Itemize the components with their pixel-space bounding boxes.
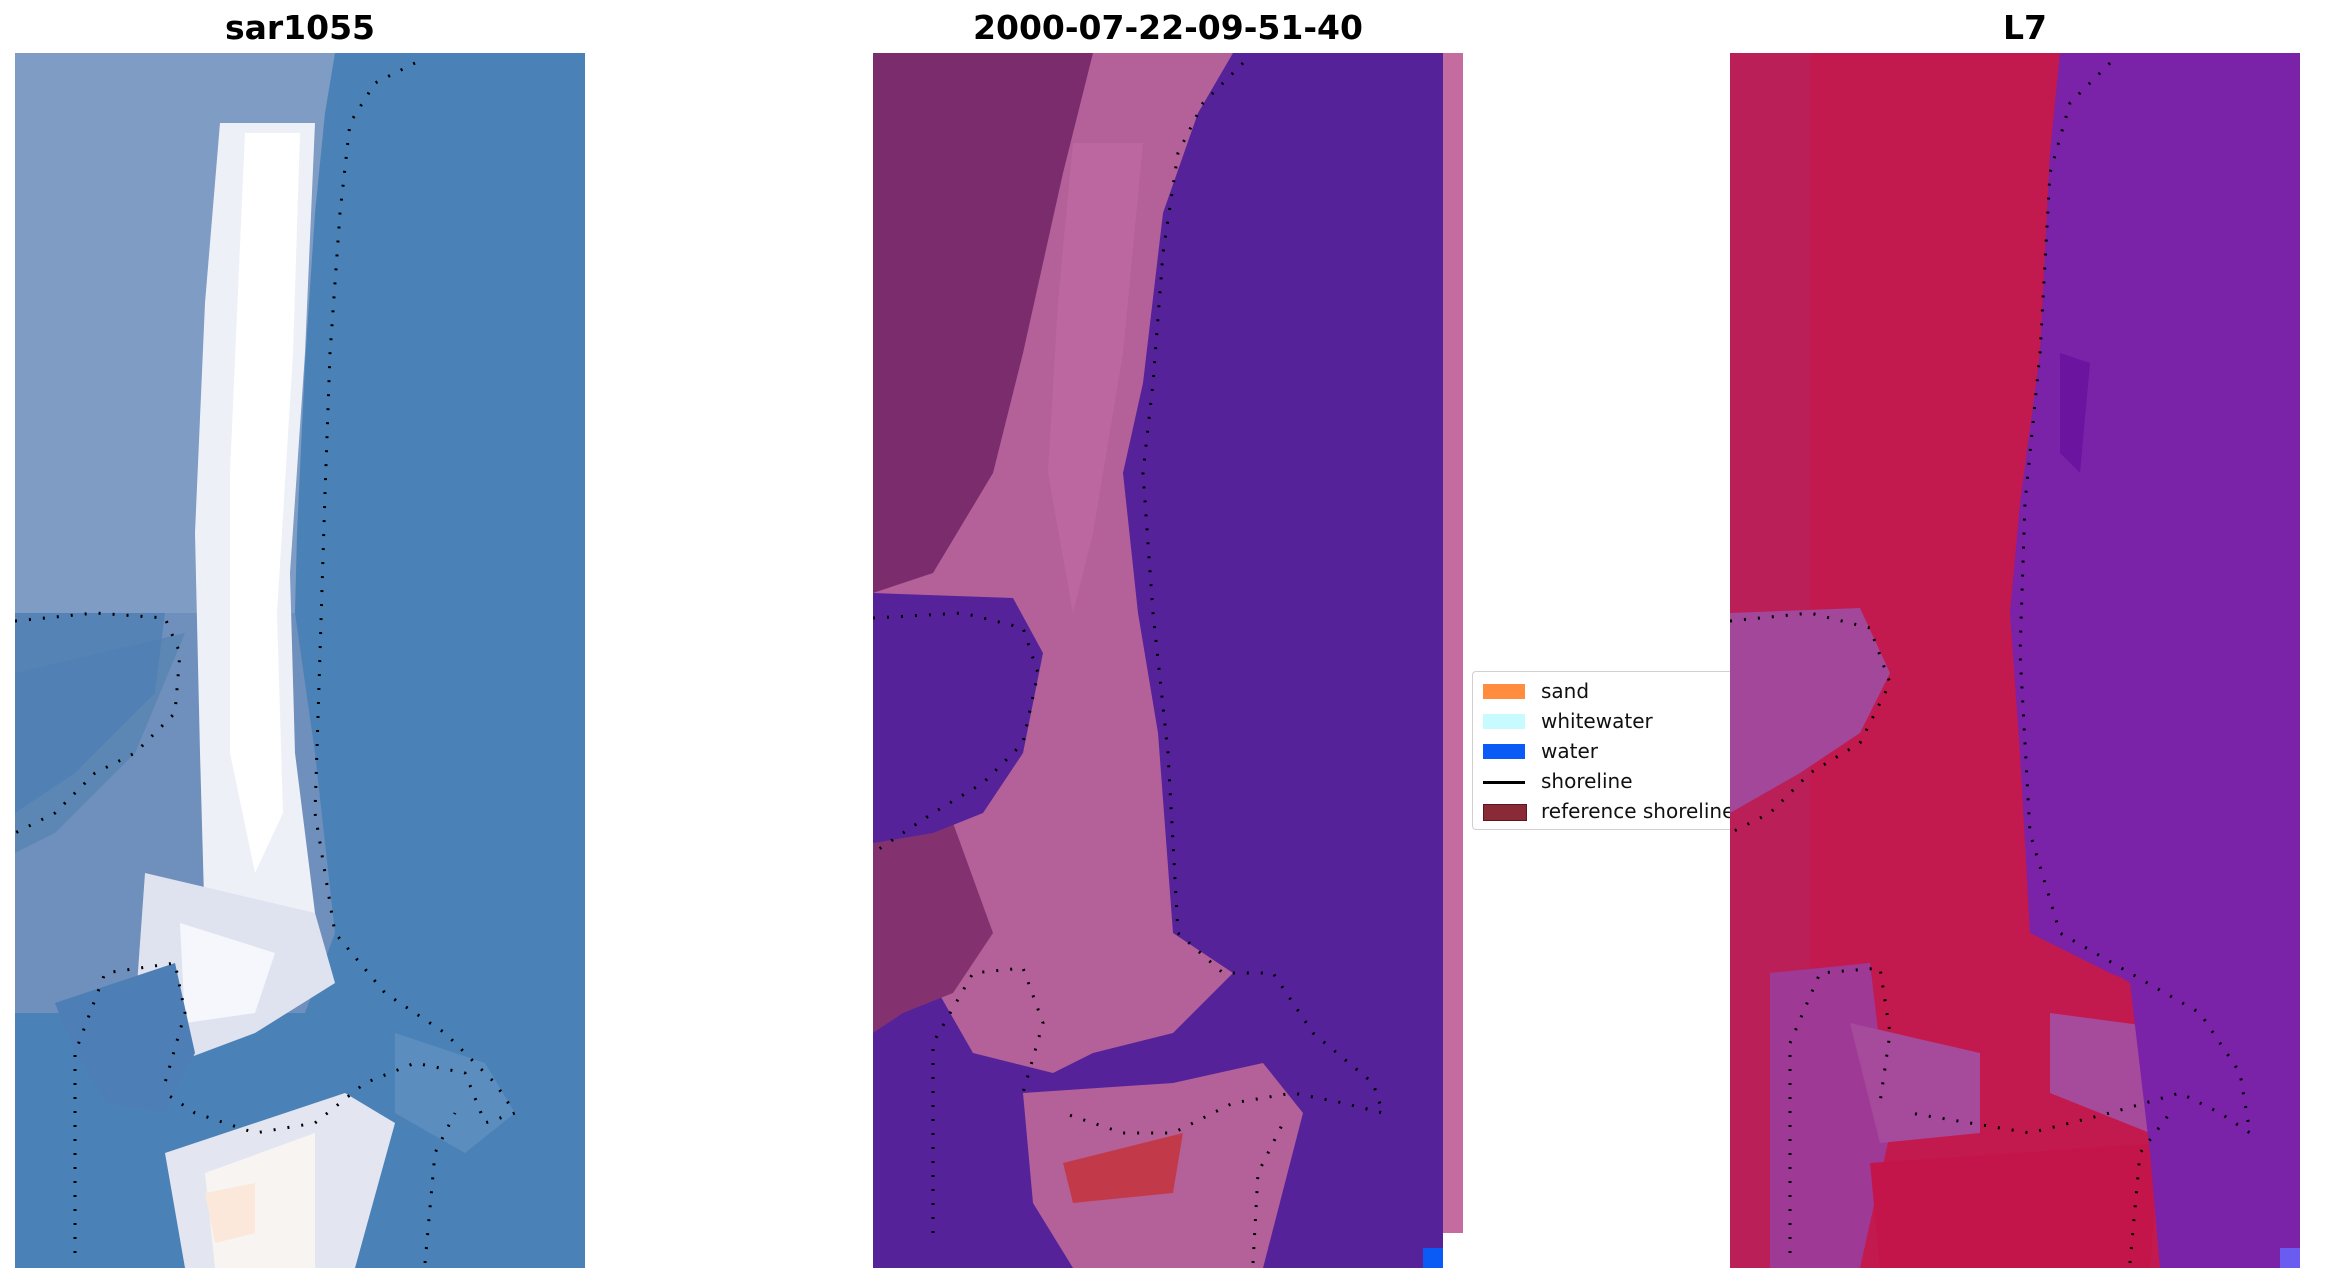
- panel-title-date: 2000-07-22-09-51-40: [973, 8, 1363, 47]
- reference-shoreline-swatch: [1483, 804, 1527, 821]
- whitewater-swatch: [1483, 714, 1525, 729]
- legend: sand whitewater water shoreline referenc…: [1472, 671, 1731, 830]
- sand-swatch: [1483, 684, 1525, 699]
- legend-item-shoreline: shoreline: [1479, 768, 1731, 794]
- water-swatch: [1483, 744, 1525, 759]
- shoreline-swatch: [1483, 781, 1525, 784]
- panel-title-index: L7: [2003, 8, 2047, 47]
- classified-image: [873, 53, 1463, 1268]
- rgb-satellite-image: [15, 53, 585, 1268]
- legend-item-sand: sand: [1479, 678, 1731, 704]
- legend-item-water: water: [1479, 738, 1731, 764]
- legend-item-reference-shoreline: reference shoreline: [1479, 798, 1731, 824]
- legend-item-whitewater: whitewater: [1479, 708, 1731, 734]
- index-image: [1730, 53, 2300, 1268]
- panel-title-rgb: sar1055: [224, 8, 376, 47]
